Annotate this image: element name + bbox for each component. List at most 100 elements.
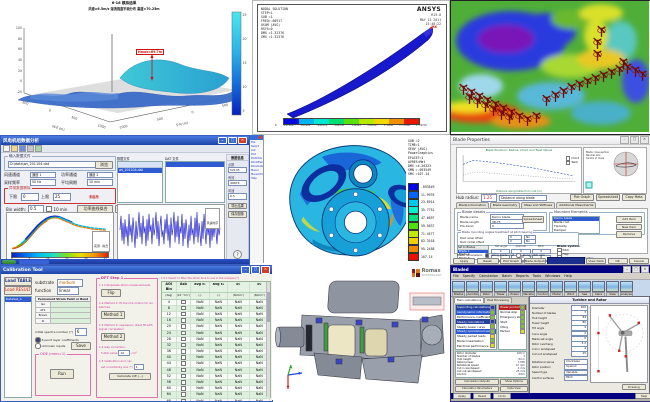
row-checkbox-cell[interactable] [177, 392, 192, 398]
open-file-icon[interactable] [11, 145, 18, 152]
close-button[interactable]: ✕ [641, 266, 649, 273]
file-path-input[interactable]: D:\data\wt_201104.dat [8, 161, 96, 168]
minimize-button[interactable]: – [620, 136, 629, 144]
table-scrollbar[interactable] [266, 282, 270, 397]
footer-button[interactable]: Plot Graph [500, 257, 522, 264]
series-checkbox[interactable] [565, 160, 571, 165]
calculation-item[interactable]: Aerodynamic information [456, 309, 497, 315]
calc-wide-button[interactable]: Calculation Outputs [455, 379, 499, 385]
calculation-item[interactable]: Electrical performance [456, 343, 497, 349]
calculation-item[interactable]: Supporting calculations [456, 305, 497, 310]
element-action-button[interactable]: Add Item [616, 216, 642, 223]
simulation-item[interactable]: Emergency stop [499, 314, 526, 320]
simulation-item[interactable]: Idling [499, 324, 526, 329]
grid-cell[interactable]: 0 [491, 248, 511, 255]
tab-post-processing[interactable]: Post Processing [484, 297, 512, 303]
module-tile[interactable]: Sea State [577, 281, 592, 298]
row-checkbox-cell[interactable] [177, 361, 192, 367]
setting-value-dropdown[interactable]: 通道 2 [87, 172, 113, 179]
new-file-icon[interactable] [3, 145, 10, 152]
window-titlebar[interactable]: 风电机组数据分析 – □ ✕ [1, 136, 249, 145]
module-tile[interactable]: Calcs [591, 281, 606, 298]
blade-item[interactable]: Blade 2 [458, 252, 488, 257]
dataset-listbox[interactable]: DataSet_A [4, 296, 32, 398]
ansys-menu-item[interactable]: MenuCtrls [251, 172, 263, 176]
taskbar[interactable] [1, 259, 249, 264]
lower-limit-input[interactable]: 0 [21, 193, 39, 201]
run-button[interactable]: Run [50, 369, 74, 379]
side-row-value[interactable]: 49874 [228, 180, 247, 187]
calculation-item[interactable]: Steady parked loads [456, 333, 497, 339]
help-round-button[interactable]: ? [233, 250, 242, 259]
mounted-elements-list[interactable]: Demo blade Blade root Tip body Damper [552, 216, 600, 234]
export-button[interactable]: 导出结果 [228, 202, 247, 210]
strain-row-input[interactable] [51, 302, 91, 308]
element-action-button[interactable]: Remove [616, 231, 642, 238]
side-row-value[interactable]: 52133 [228, 167, 247, 174]
task-button[interactable] [19, 259, 49, 264]
dialog-tab[interactable]: Additional Mass/Inertia [556, 202, 597, 208]
dat-listbox[interactable] [165, 161, 225, 203]
element-action-button[interactable]: New Item [616, 223, 642, 230]
close-button[interactable]: ✕ [238, 136, 247, 145]
module-tile[interactable]: Tower [493, 281, 508, 298]
calculate-button[interactable]: Calculate σ/E (…) [109, 373, 151, 380]
uncertainty-input[interactable]: 1 [133, 364, 144, 371]
module-tile[interactable]: Blades [452, 281, 466, 298]
selected-dataset[interactable]: DataSet_A [5, 297, 31, 302]
mounted-element-item[interactable]: Damper [553, 228, 599, 233]
side-row-value[interactable]: 6.5 [228, 193, 247, 200]
menu-item[interactable]: Windows [545, 274, 561, 278]
ansys-menu-item[interactable]: Help [251, 176, 257, 180]
module-tile[interactable]: View [605, 281, 620, 298]
module-tile[interactable]: Wind [563, 281, 578, 298]
ansys-menu-item[interactable]: WorkPlane [251, 160, 263, 164]
row-checkbox-cell[interactable] [177, 398, 192, 401]
grid-cell[interactable]: 0 [531, 248, 551, 255]
calculation-item[interactable]: Model linearisation [456, 338, 497, 344]
load-table-button[interactable]: Load TABLE [4, 277, 32, 286]
minimize-button[interactable]: – [218, 136, 227, 145]
save-icon[interactable] [19, 145, 26, 152]
ansys-menu-item[interactable]: PlotCtrls [251, 156, 262, 160]
menu-item[interactable]: Tools [532, 274, 542, 278]
function-dropdown[interactable]: linear [57, 287, 79, 295]
row-checkbox-cell[interactable] [177, 305, 192, 311]
dialog-tab[interactable]: Blade Information [456, 202, 489, 208]
menu-item[interactable]: Specify [462, 274, 476, 278]
unknown-radio[interactable] [35, 343, 41, 349]
start-button[interactable] [2, 259, 16, 264]
calculation-item[interactable]: Performance coefficients [456, 314, 497, 320]
window-titlebar[interactable]: Calibration Tool – □ ✕ [1, 266, 272, 274]
simulation-item[interactable]: Power production [499, 305, 526, 310]
window-titlebar[interactable]: Bladed – □ ✕ [451, 266, 650, 273]
row-checkbox-cell[interactable] [177, 349, 192, 355]
dims-radio-2[interactable] [516, 253, 521, 258]
browse-button[interactable]: 浏览 [95, 160, 113, 169]
method2-button[interactable]: Method 2 [101, 333, 125, 341]
menu-item[interactable]: Help [564, 274, 572, 278]
selected-file-item[interactable]: wt_201104.dat [118, 168, 162, 173]
row-checkbox-cell[interactable] [177, 318, 192, 324]
module-tile[interactable]: Nacelle [521, 281, 536, 298]
chart-button[interactable]: Plot Graph [570, 194, 594, 202]
calc-small-button[interactable]: Show Options [500, 379, 528, 385]
substrate-dropdown[interactable]: medium [57, 279, 83, 287]
setting-value-dropdown[interactable]: 通道 1 [30, 172, 56, 179]
dims-radio-1[interactable] [484, 253, 490, 258]
setting-value-dropdown[interactable]: 10 min [87, 179, 113, 186]
dialog-tab[interactable]: Blade Geometry [489, 202, 521, 208]
ansys-menu-item[interactable]: Macro [251, 168, 259, 172]
simulation-item[interactable]: Parked [499, 328, 526, 334]
ansys-menu-item[interactable]: File [251, 140, 256, 144]
row-checkbox-cell[interactable] [177, 355, 192, 361]
calc-wide-button[interactable]: Calculation Parameters [455, 385, 499, 392]
row-checkbox-cell[interactable] [177, 342, 192, 349]
zoom-icon[interactable] [35, 145, 42, 152]
form-dropdown[interactable]: Pitch [564, 374, 588, 381]
setting-value-dropdown[interactable]: 50 Hz [30, 179, 56, 186]
row-checkbox-cell[interactable] [177, 324, 192, 330]
module-tile[interactable]: Analyse [619, 281, 634, 298]
maximize-button[interactable]: □ [251, 266, 260, 274]
footer-button[interactable]: Apply [453, 257, 475, 264]
